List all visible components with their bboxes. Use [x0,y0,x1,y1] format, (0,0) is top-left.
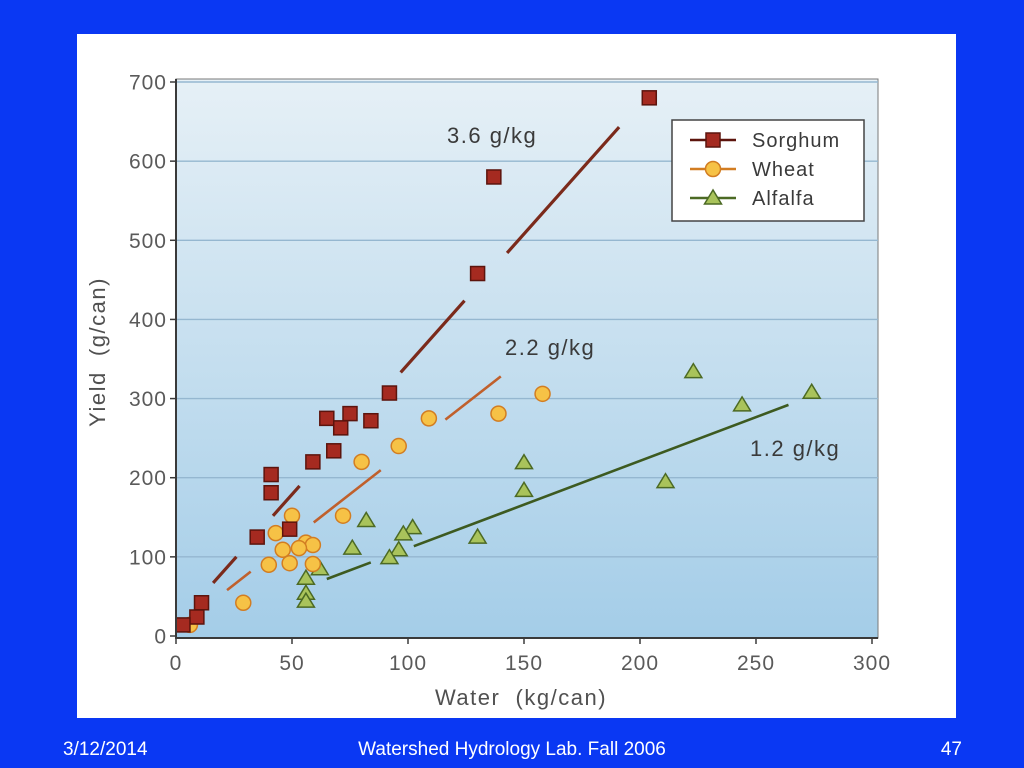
wheat-point [490,405,507,422]
alfalfa-point [683,362,704,379]
sorghum-point [189,609,205,625]
x-tick-label: 300 [853,652,891,675]
wheat-point [281,554,298,572]
alfalfa-point [393,524,414,541]
sorghum-point [469,265,486,282]
legend-label-sorghum: Sorghum [752,130,840,152]
x-tick-label: 250 [737,652,775,675]
y-axis-label: Yield (g/can) [85,277,110,427]
x-tick-label: 100 [389,652,427,675]
sorghum-point [332,420,349,436]
y-axis-ticks: 0 100 200 300 400 500 600 700 [129,72,176,649]
sorghum-point [175,617,191,633]
legend-label-wheat: Wheat [752,159,815,181]
x-tick-label: 200 [621,652,659,675]
wheat-point [260,556,278,574]
y-tick-label: 600 [129,151,167,174]
alfalfa-point [379,548,400,565]
x-tick-label: 0 [170,652,183,675]
legend-box [671,119,865,222]
alfalfa-point [467,527,488,544]
sorghum-point [249,529,265,545]
legend: Sorghum Wheat Alfalfa [671,119,865,222]
y-tick-label: 100 [129,546,167,569]
y-tick-label: 700 [129,72,167,95]
y-tick-label: 400 [129,309,167,332]
sorghum-trendline-label: 3.6 g/kg [447,123,537,148]
alfalfa-point [514,480,534,498]
sorghum-series [175,90,658,633]
trendlines [211,126,789,592]
legend-marker-alfalfa [703,188,723,205]
alfalfa-point [342,538,363,555]
sorghum-point [281,521,298,537]
wheat-point [283,507,301,524]
sorghum-point [193,595,210,611]
wheat-trendline [226,375,502,592]
alfalfa-point [655,472,676,489]
sorghum-point [363,412,379,429]
sorghum-point [263,466,279,483]
wheat-point [235,594,252,612]
wheat-point [304,555,322,573]
y-tick-label: 500 [129,230,167,253]
alfalfa-point [732,395,752,412]
wheat-point [267,524,285,542]
wheat-point [274,541,291,558]
wheat-point [353,453,370,471]
sorghum-point [326,443,342,459]
slide-number: 47 [940,739,962,760]
alfalfa-trendline [326,403,789,581]
alfalfa-trendline-label: 1.2 g/kg [750,436,840,461]
wheat-point [390,437,407,455]
legend-marker-sorghum [705,132,721,148]
legend-symbols [690,132,736,205]
sorghum-point [486,169,502,185]
legend-label-alfalfa: Alfalfa [752,188,815,210]
wheat-point [420,410,438,427]
alfalfa-point [388,540,409,557]
y-tick-label: 200 [129,467,167,490]
alfalfa-point [402,518,423,535]
footer-title: Watershed Hydrology Lab. Fall 2006 [358,739,666,760]
legend-marker-wheat [704,160,722,178]
alfalfa-series [296,362,822,608]
sorghum-point [381,385,398,401]
wheat-point [534,385,551,403]
alfalfa-point [296,591,316,608]
sorghum-point [305,454,321,470]
sorghum-trendline [211,126,621,585]
footer-date: 3/12/2014 [63,739,148,760]
alfalfa-point [356,511,377,528]
x-tick-label: 150 [505,652,543,675]
x-axis-label: Water (kg/can) [435,685,607,710]
y-tick-label: 0 [154,626,167,649]
data-points [175,90,822,634]
x-tick-label: 50 [279,652,304,675]
sorghum-point [319,410,335,427]
sorghum-point [342,405,358,422]
wheat-point [304,536,322,554]
wheat-series [181,385,551,634]
wheat-point [334,507,352,524]
x-axis-ticks: 0 50 100 150 200 250 300 [170,638,891,675]
y-tick-label: 300 [129,388,167,411]
sorghum-point [641,90,658,106]
sorghum-point [263,485,279,501]
alfalfa-point [514,453,534,470]
wheat-point [290,539,308,557]
alfalfa-point [801,382,822,399]
wheat-trendline-label: 2.2 g/kg [505,335,595,360]
